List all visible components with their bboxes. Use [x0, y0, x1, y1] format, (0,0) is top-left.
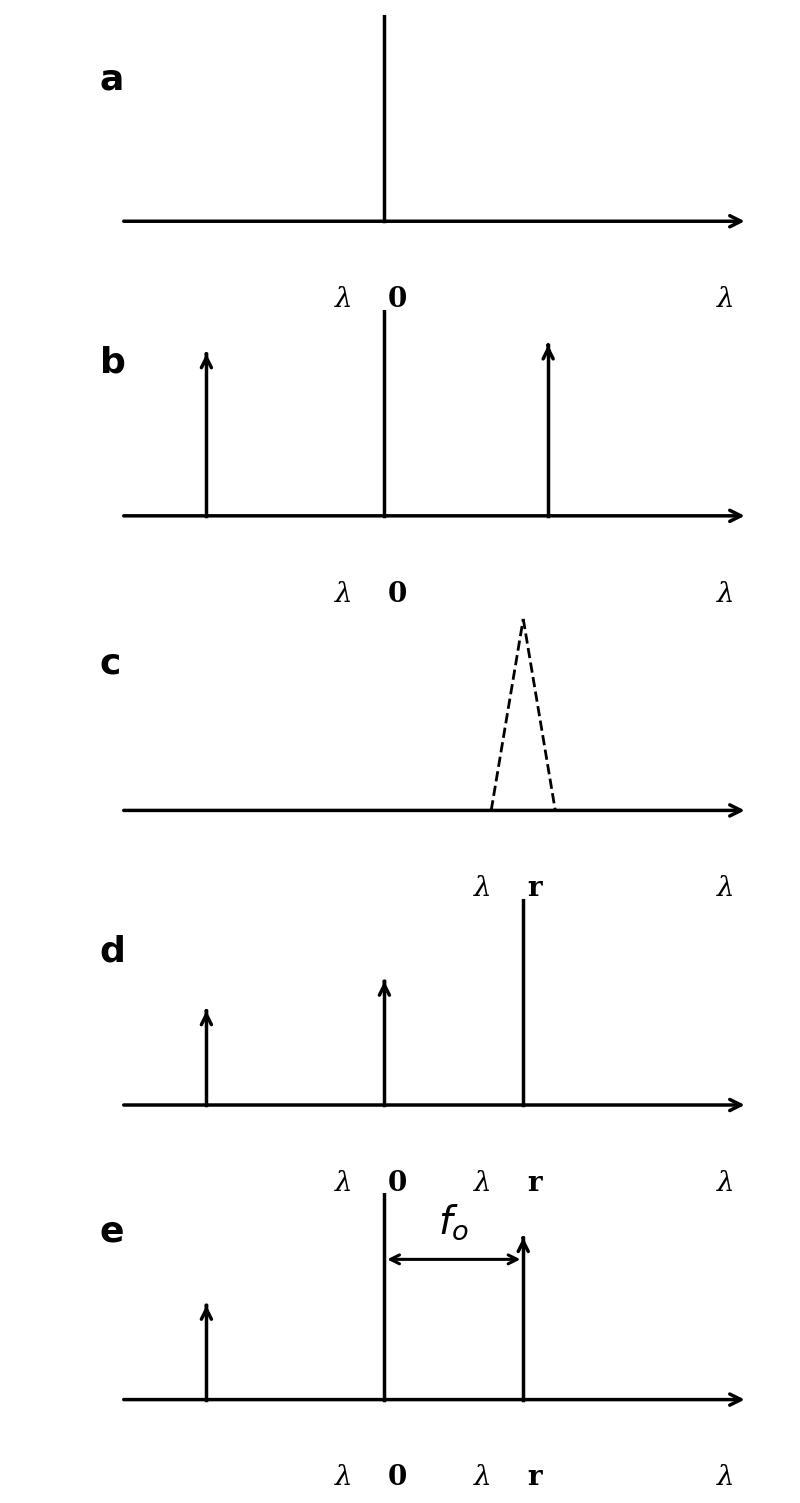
Text: λ: λ — [474, 875, 491, 902]
Text: 0: 0 — [388, 580, 407, 607]
Text: r: r — [526, 875, 542, 902]
Text: e: e — [99, 1214, 124, 1249]
Text: λ: λ — [718, 580, 735, 607]
Text: λ: λ — [474, 1464, 491, 1491]
Text: b: b — [99, 346, 126, 380]
Text: 0: 0 — [388, 1169, 407, 1196]
Text: λ: λ — [718, 875, 735, 902]
Text: d: d — [99, 935, 126, 969]
Text: $f_o$: $f_o$ — [438, 1202, 470, 1241]
Text: r: r — [526, 1169, 542, 1196]
Text: r: r — [526, 1464, 542, 1491]
Text: λ: λ — [718, 286, 735, 313]
Text: λ: λ — [334, 580, 352, 607]
Text: λ: λ — [474, 1169, 491, 1196]
Text: a: a — [99, 63, 124, 96]
Text: λ: λ — [718, 1464, 735, 1491]
Text: 0: 0 — [388, 286, 407, 313]
Text: λ: λ — [718, 1169, 735, 1196]
Text: λ: λ — [334, 1464, 352, 1491]
Text: 0: 0 — [388, 1464, 407, 1491]
Text: λ: λ — [334, 286, 352, 313]
Text: c: c — [99, 646, 121, 681]
Text: λ: λ — [334, 1169, 352, 1196]
